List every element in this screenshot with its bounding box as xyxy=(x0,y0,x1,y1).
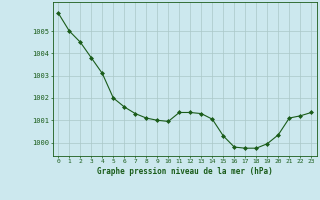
X-axis label: Graphe pression niveau de la mer (hPa): Graphe pression niveau de la mer (hPa) xyxy=(97,167,273,176)
